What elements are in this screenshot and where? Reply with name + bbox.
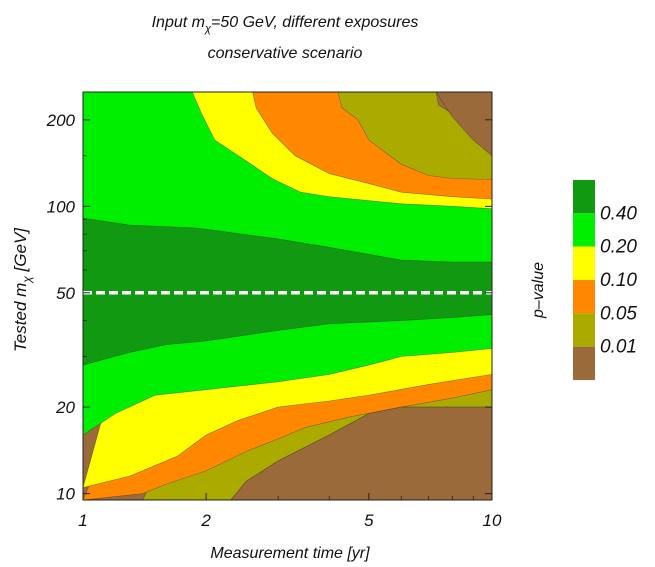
chart-title: Input mχ=50 GeV, different exposures xyxy=(152,14,419,35)
legend-title: p–value xyxy=(530,262,547,319)
legend-label: 0.01 xyxy=(600,337,637,358)
legend-swatch xyxy=(573,246,595,280)
x-tick-label: 10 xyxy=(483,511,502,530)
y-tick-label: 100 xyxy=(47,197,76,216)
legend-swatch xyxy=(573,213,595,247)
legend-swatch xyxy=(573,280,595,314)
legend-swatch xyxy=(573,346,595,380)
plot-regions xyxy=(82,91,493,501)
legend-label: 0.05 xyxy=(600,303,637,324)
x-axis-label: Measurement time [yr] xyxy=(210,545,370,562)
y-tick-label: 10 xyxy=(56,485,75,504)
y-axis-label: Tested mχ [GeV] xyxy=(11,227,34,352)
plot-frame xyxy=(82,91,493,501)
legend: 0.40 0.20 0.10 0.05 0.01 xyxy=(573,180,637,380)
x-tick-label: 2 xyxy=(200,511,211,530)
y-tick-label: 20 xyxy=(55,398,75,417)
y-tick-label: 50 xyxy=(56,284,75,303)
chart-subtitle: conservative scenario xyxy=(208,45,363,62)
y-axis: 10 20 50 100 200 xyxy=(46,111,492,504)
legend-label: 0.40 xyxy=(600,203,637,224)
x-tick-label: 5 xyxy=(364,511,374,530)
x-axis: 1 2 5 10 xyxy=(78,493,502,530)
y-tick-label: 200 xyxy=(46,111,76,130)
legend-label: 0.10 xyxy=(600,270,637,291)
legend-swatch xyxy=(573,313,595,347)
legend-label: 0.20 xyxy=(600,237,637,258)
contour-region-0 xyxy=(82,217,493,366)
legend-swatch xyxy=(573,180,595,214)
x-tick-label: 1 xyxy=(78,511,87,530)
plot-border xyxy=(82,91,493,501)
